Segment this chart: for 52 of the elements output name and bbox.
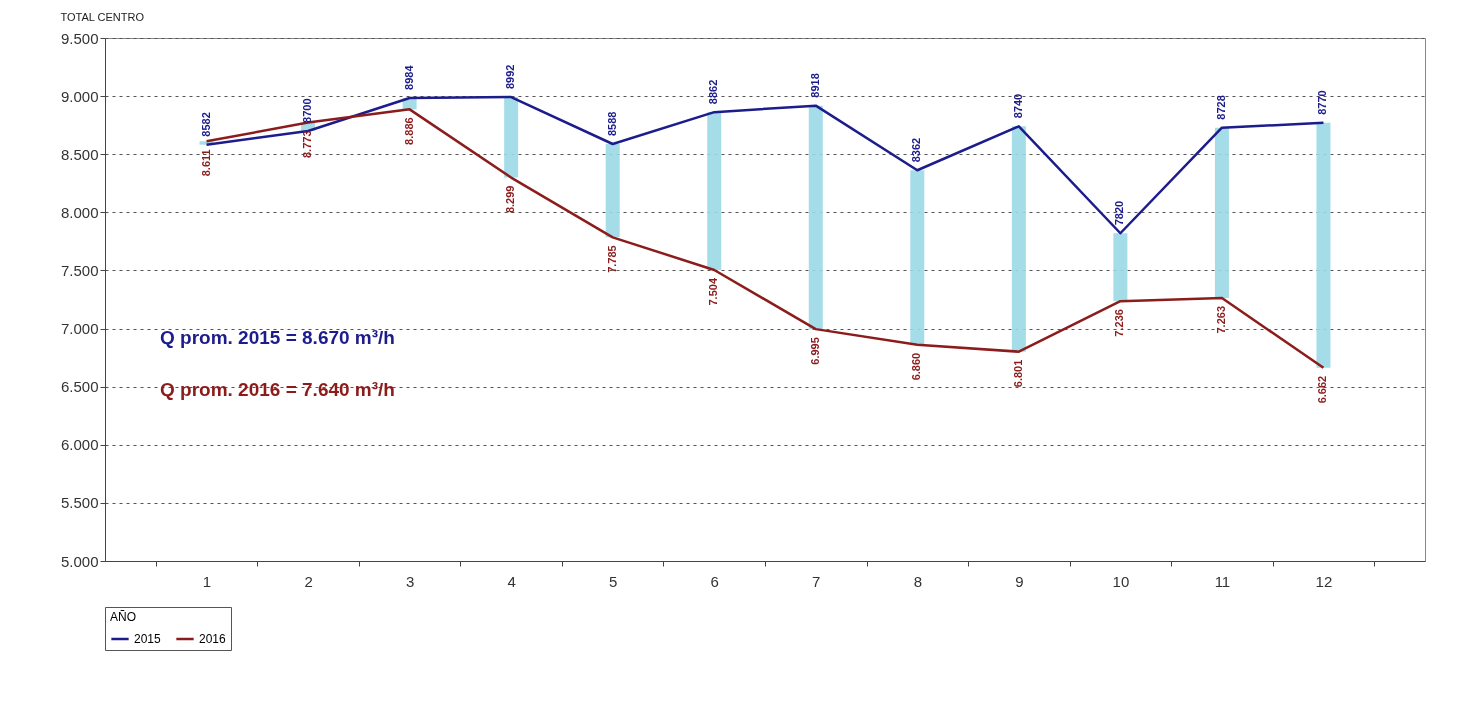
x-tick-label: 11 [1214, 572, 1231, 590]
data-label: 7.263 [1214, 305, 1227, 334]
x-tick-label: 3 [405, 572, 415, 590]
data-label: 8918 [808, 73, 821, 98]
data-label: 8.611 [199, 149, 212, 177]
data-label: 8700 [301, 98, 314, 123]
data-label: 8588 [605, 111, 618, 136]
x-tick-label: 8 [913, 572, 922, 590]
data-label: 7820 [1113, 200, 1126, 226]
data-label: 8728 [1214, 95, 1227, 120]
x-tick-label: 4 [507, 572, 516, 590]
x-tick-label: 12 [1315, 572, 1333, 590]
annotation: Q prom. 2015 = 8.670 m³/h [160, 327, 395, 348]
y-tick-label: 8.500 [60, 145, 99, 163]
y-tick-label: 7.500 [60, 261, 99, 279]
data-label: 8992 [504, 64, 517, 90]
data-label: 6.801 [1011, 359, 1024, 388]
chart-title: TOTAL CENTRO [60, 11, 145, 23]
data-label: 6.995 [808, 337, 821, 365]
data-label: 7.785 [605, 245, 618, 273]
data-label: 8984 [402, 64, 415, 90]
data-label: 8770 [1316, 90, 1329, 115]
data-label: 7.504 [707, 277, 720, 306]
y-tick-label: 5.500 [60, 494, 99, 512]
data-label: 8.773 [301, 130, 314, 159]
y-tick-label: 5.000 [60, 552, 99, 570]
data-label: 7.236 [1113, 309, 1126, 337]
x-tick-label: 2 [304, 572, 313, 590]
y-tick-label: 7.000 [60, 320, 99, 338]
data-label: 8362 [910, 137, 923, 163]
data-label: 8582 [199, 112, 212, 137]
y-tick-label: 6.500 [60, 378, 99, 396]
y-tick-label: 9.000 [60, 87, 99, 105]
legend-label: 2015 [134, 632, 162, 646]
x-tick-label: 7 [812, 572, 821, 590]
x-tick-label: 9 [1015, 572, 1024, 590]
y-tick-label: 9.500 [60, 29, 99, 47]
x-tick-label: 5 [609, 572, 618, 590]
legend-title: AÑO [110, 610, 137, 624]
x-tick-label: 10 [1112, 572, 1130, 590]
x-tick-label: 6 [710, 572, 719, 590]
data-label: 6.860 [910, 352, 923, 381]
y-tick-label: 6.000 [60, 436, 99, 454]
data-label: 8862 [707, 79, 720, 105]
data-label: 8.299 [504, 185, 517, 214]
x-tick-label: 1 [202, 572, 212, 590]
data-label: 6.662 [1316, 375, 1329, 404]
data-label: 8.886 [402, 117, 415, 145]
y-tick-label: 8.000 [60, 203, 99, 221]
data-label: 8740 [1011, 93, 1024, 119]
annotation: Q prom. 2016 = 7.640 m³/h [160, 379, 395, 400]
legend-label: 2016 [199, 632, 227, 646]
